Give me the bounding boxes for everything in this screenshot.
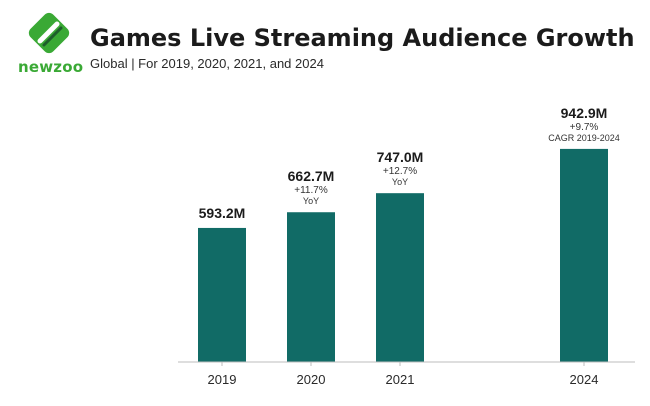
page-title: Games Live Streaming Audience Growth — [90, 24, 635, 52]
x-tick-label-2020: 2020 — [297, 372, 326, 387]
growth-label-2024: +9.7% — [570, 122, 599, 133]
growth-note-2021: YoY — [392, 177, 408, 187]
growth-note-2020: YoY — [303, 196, 319, 206]
bar-2020 — [287, 212, 335, 362]
data-label-2021: 747.0M — [377, 149, 424, 165]
newzoo-logo-icon — [28, 12, 70, 54]
growth-label-2020: +11.7% — [294, 185, 328, 196]
data-label-2024: 942.9M — [561, 105, 608, 121]
data-label-2019: 593.2M — [199, 205, 246, 221]
bar-2024 — [560, 148, 608, 362]
x-tick-label-2019: 2019 — [208, 372, 237, 387]
x-tick-label-2021: 2021 — [386, 372, 415, 387]
newzoo-logo: newzoo — [18, 10, 84, 76]
growth-label-2021: +12.7% — [383, 166, 417, 177]
bar-2019 — [198, 227, 246, 362]
bar-2021 — [376, 193, 424, 362]
data-label-2020: 662.7M — [288, 168, 335, 184]
growth-note-2024: CAGR 2019-2024 — [548, 133, 620, 143]
page-subtitle: Global | For 2019, 2020, 2021, and 2024 — [90, 56, 324, 71]
logo-wordmark: newzoo — [18, 58, 84, 76]
x-tick-label-2024: 2024 — [570, 372, 599, 387]
